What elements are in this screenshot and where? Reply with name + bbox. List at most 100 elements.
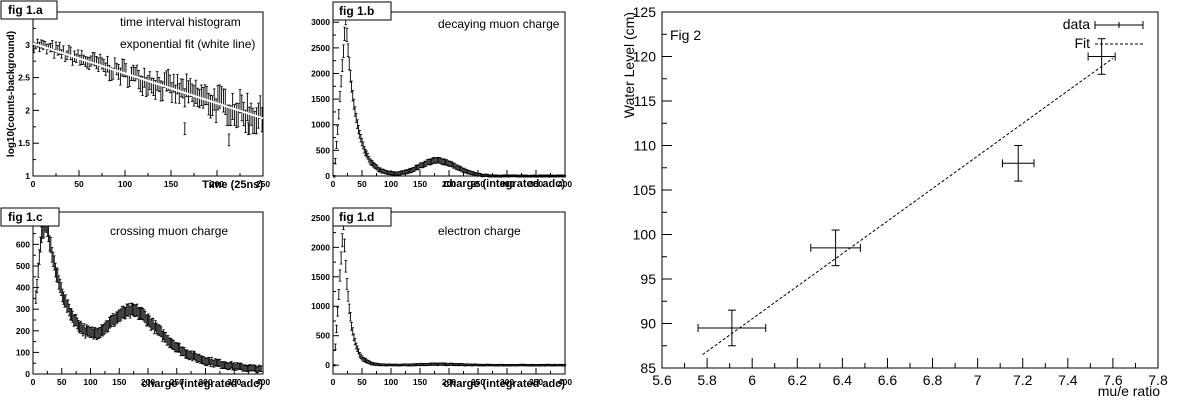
x-tick-label: 200 <box>210 179 224 189</box>
y-tick-label: 500 <box>316 145 330 155</box>
x-tick-label: 150 <box>413 179 427 189</box>
y-tick-label: 2000 <box>311 242 330 252</box>
y-tick-label: 600 <box>16 239 30 249</box>
x-tick-label: 7.8 <box>1148 372 1168 388</box>
panel-tag: fig 1.d <box>339 210 374 224</box>
x-tick-label: 300 <box>500 179 514 189</box>
x-axis-label: charge (integrated adc) <box>141 378 263 390</box>
annotation: decaying muon charge <box>438 17 560 31</box>
fit-line <box>702 57 1114 356</box>
panel-fig-1c: 0 50 100 150 200 250 300 350 400 0 100 200 300 400 500… <box>0 207 270 390</box>
y-tick-label: 1000 <box>311 120 330 130</box>
y-tick-label: 400 <box>16 283 30 293</box>
panel-tag: fig 1.c <box>8 210 43 224</box>
tag-box <box>0 0 58 20</box>
x-tick-label: 50 <box>74 179 84 189</box>
y-tick-label: 110 <box>634 137 657 153</box>
y-tick-label: 125 <box>633 4 657 20</box>
x-axis-label: Time (25ns) <box>202 179 263 191</box>
x-tick-label: 6 <box>748 372 756 388</box>
y-tick-label: 120 <box>633 48 657 64</box>
tag-box <box>0 207 60 227</box>
annotation-line-1: time interval histogram <box>120 15 241 29</box>
x-tick-label: 250 <box>471 377 485 387</box>
annotation: electron charge <box>438 224 521 238</box>
y-tick-label: 200 <box>16 326 30 336</box>
panel-tag: fig 1.a <box>8 3 43 17</box>
x-tick-label: 250 <box>170 377 184 387</box>
y-tick-label: 100 <box>16 347 30 357</box>
x-tick-label: 350 <box>529 377 543 387</box>
y-axis-label: log10(counts-background) <box>6 31 17 157</box>
x-tick-label: 400 <box>558 179 572 189</box>
y-tick-label: 2.5 <box>18 73 30 83</box>
x-tick-label: 7.2 <box>1013 372 1033 388</box>
x-tick-label: 200 <box>442 179 456 189</box>
legend-label-data: data <box>1063 16 1090 32</box>
panel-fig-2: 5.6 5.8 6 6.2 6.4 6.6 6.8 7 7.2 7.4 7.6 7.8 85 90 95 10… <box>621 4 1168 399</box>
x-tick-label: 100 <box>384 377 398 387</box>
x-tick-label: 200 <box>141 377 155 387</box>
x-axis-label: mu/e ratio <box>1098 383 1160 399</box>
y-tick-label: 95 <box>640 271 656 287</box>
x-tick-label: 400 <box>558 377 572 387</box>
x-tick-label: 5.8 <box>697 372 717 388</box>
x-tick-label: 300 <box>500 377 514 387</box>
y-tick-label: 3 <box>25 40 30 50</box>
tag-box <box>332 1 392 21</box>
y-tick-label: 90 <box>640 315 656 331</box>
y-tick-label: 2500 <box>311 43 330 53</box>
y-axis-label: Water Level (cm) <box>621 12 637 118</box>
x-tick-label: 150 <box>164 179 178 189</box>
x-axis-label: charge (integrated adc) <box>443 378 565 390</box>
x-tick-label: 50 <box>357 179 367 189</box>
x-tick-label: 0 <box>31 377 36 387</box>
y-tick-label: 105 <box>633 182 657 198</box>
tag-box <box>332 207 392 227</box>
x-tick-label: 0 <box>331 377 336 387</box>
plot-frame <box>32 211 264 375</box>
x-tick-label: 250 <box>471 179 485 189</box>
y-tick-label: 85 <box>640 360 656 376</box>
x-tick-label: 50 <box>357 377 367 387</box>
y-tick-label: 115 <box>634 93 657 109</box>
x-tick-label: 7.4 <box>1058 372 1078 388</box>
y-tick-label: 500 <box>316 331 330 341</box>
panel-tag: fig 1.b <box>339 4 374 18</box>
y-tick-label: 1000 <box>311 301 330 311</box>
y-tick-label: 0 <box>325 360 330 370</box>
x-tick-label: 6.8 <box>923 372 943 388</box>
y-tick-label: 2000 <box>311 68 330 78</box>
x-tick-label: 350 <box>227 377 241 387</box>
x-tick-label: 250 <box>256 179 270 189</box>
x-axis-label: charge (integrated adc) <box>443 178 565 190</box>
x-tick-label: 0 <box>31 179 36 189</box>
x-tick-label: 0 <box>331 179 336 189</box>
plot-frame <box>332 211 566 375</box>
y-tick-label: 0 <box>325 171 330 181</box>
y-tick-label: 500 <box>16 261 30 271</box>
x-tick-label: 7 <box>974 372 982 388</box>
x-tick-label: 50 <box>57 377 67 387</box>
x-tick-label: 100 <box>384 179 398 189</box>
y-tick-label: 0 <box>25 369 30 379</box>
x-tick-label: 6.4 <box>833 372 853 388</box>
y-tick-label: 2500 <box>311 213 330 223</box>
x-tick-label: 100 <box>118 179 132 189</box>
x-tick-label: 6.2 <box>788 372 808 388</box>
x-tick-label: 7.6 <box>1103 372 1123 388</box>
y-tick-label: 1.5 <box>18 138 30 148</box>
y-tick-label: 1500 <box>311 272 330 282</box>
x-tick-label: 350 <box>529 179 543 189</box>
x-tick-label: 6.6 <box>878 372 898 388</box>
fit-line <box>32 42 264 120</box>
annotation: crossing muon charge <box>110 224 228 238</box>
x-tick-label: 150 <box>413 377 427 387</box>
x-tick-label: 400 <box>256 377 270 387</box>
x-tick-label: 150 <box>112 377 126 387</box>
y-tick-label: 2 <box>25 105 30 115</box>
x-tick-label: 100 <box>83 377 97 387</box>
plot-frame <box>661 11 1159 369</box>
